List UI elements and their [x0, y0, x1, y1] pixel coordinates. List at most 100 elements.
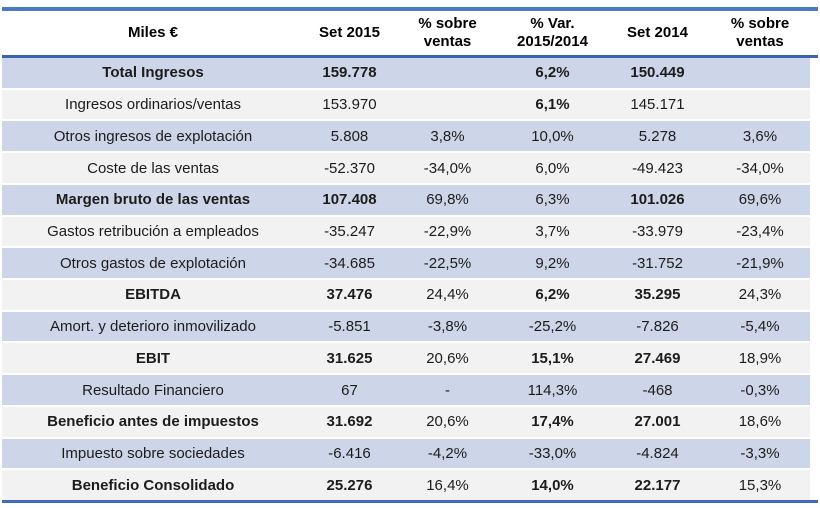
value-pct-var: 6,1%	[535, 96, 570, 114]
col-header-set-2015: Set 2015	[319, 24, 380, 41]
value-pct-ventas-2015: 69,8%	[426, 191, 469, 209]
col-header-pct-var: % Var. 2015/2014	[517, 15, 588, 50]
value-pct-var: -33,0%	[528, 444, 577, 462]
row-label: Amort. y deterioro inmovilizado	[50, 318, 256, 336]
value-pct-ventas-2014: 18,6%	[738, 413, 782, 431]
value-set2014: -4.824	[636, 444, 679, 462]
value-set2015: 107.408	[322, 191, 377, 209]
value-pct-ventas-2014: -0,3%	[740, 381, 780, 399]
row-label: Beneficio antes de impuestos	[47, 413, 259, 431]
value-pct-ventas-2014: 15,3%	[738, 476, 782, 494]
value-pct-ventas-2015: -3,8%	[427, 318, 468, 336]
value-set2014: -468	[642, 381, 673, 399]
table-row-beneficio-antes-impuestos: Beneficio antes de impuestos 31.692 20,6…	[2, 404, 810, 437]
table-row-impuesto-sociedades: Impuesto sobre sociedades -6.416 -4,2% -…	[2, 436, 810, 469]
value-pct-ventas-2015: -22,5%	[423, 254, 472, 272]
value-pct-ventas-2014: -34,0%	[736, 159, 784, 177]
value-set2015: 25.276	[326, 476, 373, 494]
income-statement-table: Miles € Set 2015 % sobre ventas % Var. 2…	[2, 7, 818, 503]
table-row-resultado-financiero: Resultado Financiero 67 - 114,3% -468 -0…	[2, 373, 810, 405]
value-pct-var: 14,0%	[531, 476, 574, 494]
value-pct-ventas-2014: 24,3%	[738, 286, 782, 304]
value-set2014: 22.177	[634, 476, 681, 494]
value-pct-var: -25,2%	[528, 318, 577, 336]
value-pct-ventas-2014: 3,6%	[742, 127, 778, 145]
value-pct-ventas-2015: 20,6%	[426, 413, 469, 431]
value-pct-var: 10,0%	[531, 127, 574, 145]
value-set2015: -34.685	[324, 254, 375, 272]
value-set2014: -31.752	[632, 254, 683, 272]
table-row-ingresos-ordinarios: Ingresos ordinarios/ventas 153.970 6,1% …	[2, 87, 810, 120]
value-set2014: 27.469	[634, 349, 681, 367]
table-row-margen-bruto: Margen bruto de las ventas 107.408 69,8%…	[2, 182, 810, 215]
value-pct-var: 6,2%	[535, 64, 570, 82]
col-header-pct-sobre-ventas-2015: % sobre ventas	[418, 15, 477, 50]
table-row-gastos-retribucion: Gastos retribución a empleados -35.247 -…	[2, 214, 810, 247]
value-set2014: -33.979	[632, 222, 683, 240]
table-row-beneficio-consolidado: Beneficio Consolidado 25.276 16,4% 14,0%…	[2, 468, 810, 501]
table-header-row: Miles € Set 2015 % sobre ventas % Var. 2…	[2, 11, 818, 58]
value-set2015: -6.416	[328, 444, 371, 462]
value-set2015: -52.370	[324, 159, 375, 177]
col-header-set-2014: Set 2014	[627, 24, 688, 41]
table-row-otros-gastos: Otros gastos de explotación -34.685 -22,…	[2, 246, 810, 279]
value-pct-var: 6,3%	[535, 191, 570, 209]
value-set2014: 145.171	[630, 96, 685, 114]
row-label: Ingresos ordinarios/ventas	[65, 96, 241, 114]
row-label: Beneficio Consolidado	[71, 476, 235, 494]
value-pct-ventas-2015: 3,8%	[430, 127, 465, 145]
value-set2015: 31.692	[326, 413, 373, 431]
table-row-ebitda: EBITDA 37.476 24,4% 6,2% 35.295 24,3%	[2, 278, 810, 310]
value-pct-ventas-2015: 20,6%	[426, 349, 469, 367]
row-label: EBITDA	[125, 286, 181, 304]
value-pct-ventas-2014: 69,6%	[738, 191, 782, 209]
value-set2014: 35.295	[634, 286, 681, 304]
value-set2014: -49.423	[632, 159, 683, 177]
row-label: Margen bruto de las ventas	[55, 191, 251, 209]
value-set2014: 27.001	[634, 413, 681, 431]
table-row-coste-ventas: Coste de las ventas -52.370 -34,0% 6,0% …	[2, 151, 810, 183]
value-pct-var: 9,2%	[535, 254, 570, 272]
value-pct-ventas-2015: 24,4%	[426, 286, 469, 304]
row-label: Otros ingresos de explotación	[53, 127, 253, 145]
table-row-amortizacion: Amort. y deterioro inmovilizado -5.851 -…	[2, 309, 810, 342]
row-label: Total Ingresos	[102, 64, 204, 82]
value-pct-ventas-2015: -	[445, 381, 450, 399]
value-pct-var: 15,1%	[531, 349, 574, 367]
value-pct-var: 3,7%	[535, 222, 570, 240]
value-pct-var: 6,2%	[535, 286, 570, 304]
value-pct-ventas-2014: 18,9%	[738, 349, 782, 367]
value-pct-ventas-2015: -4,2%	[427, 444, 468, 462]
row-label: Resultado Financiero	[82, 381, 224, 399]
row-label: Coste de las ventas	[87, 159, 219, 177]
value-set2014: -7.826	[636, 318, 679, 336]
value-set2014: 150.449	[630, 64, 685, 82]
value-set2015: 31.625	[326, 349, 373, 367]
value-pct-ventas-2014: -3,3%	[740, 444, 780, 462]
value-set2015: 159.778	[322, 64, 377, 82]
value-pct-ventas-2014: -5,4%	[740, 318, 780, 336]
value-pct-ventas-2014: -21,9%	[736, 254, 784, 272]
value-pct-ventas-2015: 16,4%	[426, 476, 469, 494]
value-pct-ventas-2015: -22,9%	[423, 222, 472, 240]
value-pct-ventas-2014: -23,4%	[736, 222, 784, 240]
value-set2015: 67	[341, 381, 358, 399]
table-row-ebit: EBIT 31.625 20,6% 15,1% 27.469 18,9%	[2, 341, 810, 374]
value-pct-ventas-2015: -34,0%	[423, 159, 472, 177]
table-row-total-ingresos: Total Ingresos 159.778 6,2% 150.449	[2, 58, 810, 88]
value-set2014: 5.278	[638, 127, 677, 145]
value-pct-var: 6,0%	[535, 159, 570, 177]
value-pct-var: 17,4%	[531, 413, 574, 431]
row-label: Gastos retribución a empleados	[47, 222, 259, 240]
value-set2015: -5.851	[328, 318, 371, 336]
value-set2015: 37.476	[326, 286, 373, 304]
table-body: Total Ingresos 159.778 6,2% 150.449 Ingr…	[2, 58, 818, 503]
value-pct-var: 114,3%	[527, 381, 578, 399]
table-row-otros-ingresos: Otros ingresos de explotación 5.808 3,8%…	[2, 119, 810, 152]
row-label: EBIT	[135, 349, 171, 367]
col-header-miles-eur: Miles €	[127, 24, 179, 41]
value-set2015: -35.247	[324, 222, 375, 240]
row-label: Otros gastos de explotación	[60, 254, 246, 272]
value-set2015: 153.970	[322, 96, 377, 114]
row-label: Impuesto sobre sociedades	[61, 444, 245, 462]
